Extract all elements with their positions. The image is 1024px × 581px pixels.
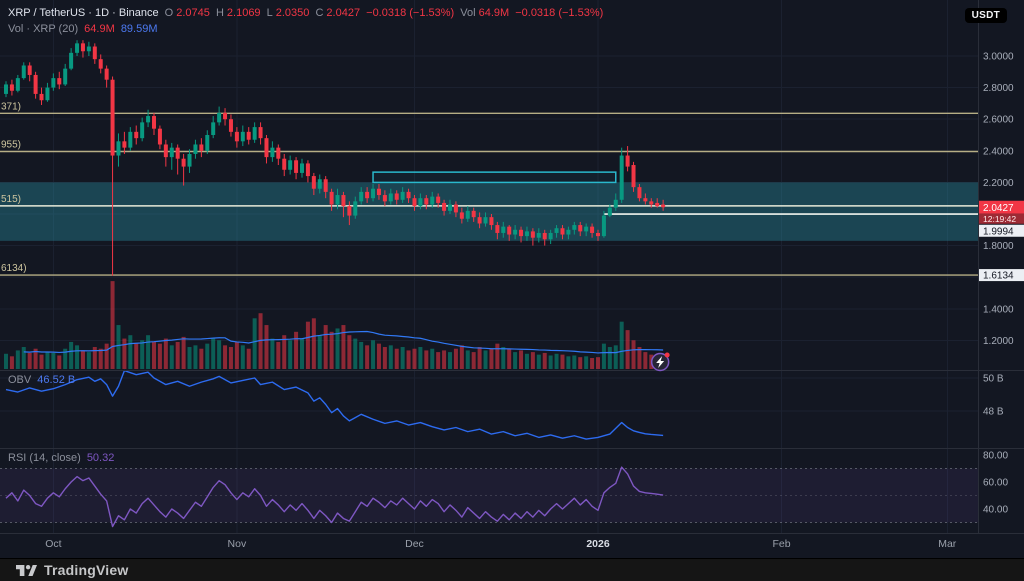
svg-text:2.2000: 2.2000 — [983, 178, 1014, 189]
svg-text:371): 371) — [1, 101, 21, 112]
svg-text:50 B: 50 B — [983, 374, 1004, 385]
candles-layer — [4, 40, 666, 276]
svg-text:2.6000: 2.6000 — [983, 115, 1014, 126]
svg-text:Oct: Oct — [45, 538, 61, 550]
highlight-band[interactable] — [0, 182, 978, 241]
rsi-pane — [0, 466, 978, 528]
svg-text:955): 955) — [1, 140, 21, 151]
low-value: 2.0350 — [275, 7, 310, 19]
low-label: L — [266, 7, 273, 19]
tradingview-logo[interactable] — [16, 564, 37, 577]
svg-text:40.00: 40.00 — [983, 505, 1008, 516]
svg-text:1.6134: 1.6134 — [983, 271, 1014, 282]
open-label: O — [164, 7, 174, 19]
svg-text:Mar: Mar — [938, 538, 957, 550]
svg-text:1.9994: 1.9994 — [983, 226, 1014, 237]
symbol-title[interactable]: XRP / TetherUS · 1D · Binance — [8, 7, 159, 19]
svg-text:2.0427: 2.0427 — [983, 203, 1014, 214]
obv-indicator-legend[interactable]: OBV 46.52 B — [8, 374, 78, 386]
svg-text:515): 515) — [1, 194, 21, 205]
svg-text:3.0000: 3.0000 — [983, 52, 1014, 63]
drawing-left-labels: 371) 955) 515) 6134) — [1, 101, 27, 274]
rsi-title[interactable]: RSI (14, close) — [8, 452, 81, 464]
lightning-event-icon[interactable] — [650, 352, 670, 372]
svg-text:12:19:42: 12:19:42 — [983, 214, 1016, 224]
obv-pane — [5, 369, 664, 440]
svg-text:2026: 2026 — [586, 538, 610, 550]
svg-text:Feb: Feb — [772, 538, 790, 550]
currency-toggle-button[interactable]: USDT — [964, 8, 1007, 23]
svg-text:1.2000: 1.2000 — [983, 336, 1014, 347]
volume-indicator-title[interactable]: Vol · XRP (20) — [8, 23, 79, 35]
change-value-2: −0.0318 (−1.53%) — [515, 7, 604, 19]
volume-indicator-legend[interactable]: Vol · XRP (20) 64.9M 89.59M — [8, 23, 161, 35]
close-value: 2.0427 — [326, 7, 361, 19]
svg-text:Nov: Nov — [228, 538, 247, 550]
tradingview-brand-text[interactable]: TradingView — [44, 562, 129, 578]
obv-value: 46.52 B — [37, 374, 76, 386]
svg-text:60.00: 60.00 — [983, 478, 1008, 489]
svg-text:48 B: 48 B — [983, 407, 1004, 418]
rsi-indicator-legend[interactable]: RSI (14, close) 50.32 — [8, 452, 117, 464]
high-label: H — [215, 7, 224, 19]
footer-bar: TradingView — [0, 558, 1024, 581]
svg-text:2.4000: 2.4000 — [983, 146, 1014, 157]
price-axis[interactable]: 3.0000 2.8000 2.6000 2.4000 2.2000 1.8000 1.40… — [983, 52, 1014, 516]
pane-separators[interactable] — [0, 0, 1024, 534]
time-axis[interactable]: Oct Nov Dec 2026 Feb Mar — [45, 538, 957, 550]
high-value: 2.1069 — [226, 7, 261, 19]
volume-layer — [4, 281, 666, 369]
svg-text:2.8000: 2.8000 — [983, 83, 1014, 94]
rsi-value: 50.32 — [86, 452, 115, 464]
volume-current-value: 64.9M — [84, 23, 115, 35]
svg-text:1.8000: 1.8000 — [983, 241, 1014, 252]
grid-layer — [0, 0, 978, 533]
open-value: 2.0745 — [176, 7, 210, 19]
chart-canvas[interactable]: 3.0000 2.8000 2.6000 2.4000 2.2000 1.8000 1.40… — [0, 0, 1024, 558]
close-label: C — [315, 7, 324, 19]
change-value: −0.0318 (−1.53%) — [366, 7, 455, 19]
svg-text:6134): 6134) — [1, 263, 27, 274]
svg-text:80.00: 80.00 — [983, 451, 1008, 462]
svg-text:1.4000: 1.4000 — [983, 304, 1014, 315]
svg-text:Dec: Dec — [405, 538, 424, 550]
vol-value: 64.9M — [478, 7, 510, 19]
drawings-layer[interactable] — [0, 112, 978, 276]
volume-ma-value: 89.59M — [120, 23, 158, 35]
vol-label: Vol — [460, 7, 476, 19]
obv-title[interactable]: OBV — [8, 374, 32, 386]
